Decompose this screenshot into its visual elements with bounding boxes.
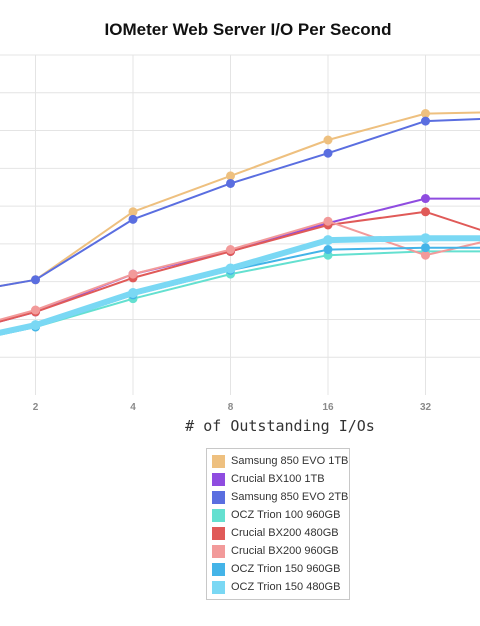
legend-label: Crucial BX200 960GB [231,545,339,557]
chart-title: IOMeter Web Server I/O Per Second [104,20,392,39]
series-line [0,117,480,288]
data-point [128,207,138,217]
x-tick-label: 8 [228,402,234,410]
legend-swatch [212,454,225,468]
legend-item: OCZ Trion 150 480GB [207,578,349,596]
legend-item: Samsung 850 EVO 1TB [207,452,349,470]
data-point [421,194,430,204]
legend-label: OCZ Trion 150 480GB [231,581,341,593]
line-chart: 2 4 8 16 32 [0,54,480,410]
data-point [128,269,138,279]
legend-swatch [212,562,225,576]
data-point [30,320,41,331]
x-tick-label: 16 [322,402,334,410]
data-point [323,148,333,158]
data-point [128,288,138,298]
series-ocz-trion-150-480gb [0,233,480,336]
x-tick-label: 32 [420,402,432,410]
series-samsung-850-evo-2tb [0,116,480,288]
x-tick-label: 2 [33,402,39,410]
data-point [226,245,235,255]
data-point [421,250,430,260]
legend-swatch [212,544,225,558]
legend-label: Samsung 850 EVO 1TB [231,455,349,467]
data-point [323,245,333,255]
data-point [31,275,40,285]
legend-item: OCZ Trion 100 960GB [207,506,349,524]
legend-swatch [212,508,225,522]
data-point [323,235,333,246]
legend-label: OCZ Trion 150 960GB [231,563,341,575]
x-tick-labels: 2 4 8 16 32 [33,402,432,410]
data-point [421,243,430,253]
series-layer [0,109,480,336]
legend-label: OCZ Trion 100 960GB [231,509,341,521]
data-point [323,135,333,145]
data-point [31,305,40,315]
data-point [421,116,430,126]
data-point [226,171,235,181]
series-crucial-bx200-960gb [0,216,480,321]
data-point [421,207,430,217]
x-axis-label: # of Outstanding I/Os [185,417,375,435]
legend-item: Crucial BX100 1TB [207,470,349,488]
legend-item: OCZ Trion 150 960GB [207,560,349,578]
data-point [323,216,333,226]
series-crucial-bx200-480gb [0,207,480,323]
data-point [128,214,138,224]
legend-label: Crucial BX200 480GB [231,527,339,539]
x-tick-label: 4 [130,402,136,410]
legend-swatch [212,490,225,504]
legend-label: Samsung 850 EVO 2TB [231,491,349,503]
legend-item: Samsung 850 EVO 2TB [207,488,349,506]
data-point [421,109,430,119]
legend-item: Crucial BX200 960GB [207,542,349,560]
legend-item: Crucial BX200 480GB [207,524,349,542]
data-point [225,263,236,274]
legend-swatch [212,472,225,486]
data-point [420,233,431,244]
legend-swatch [212,526,225,540]
data-point [226,178,235,188]
legend-swatch [212,580,225,594]
grid [0,54,480,395]
legend-label: Crucial BX100 1TB [231,473,325,485]
legend: Samsung 850 EVO 1TB Crucial BX100 1TB Sams… [206,448,350,600]
